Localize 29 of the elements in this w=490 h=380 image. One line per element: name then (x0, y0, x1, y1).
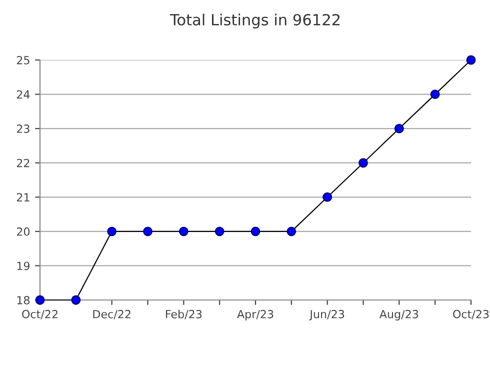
y-tick-label: 20 (16, 227, 30, 236)
point (178, 226, 188, 236)
y-tick-label: 21 (16, 193, 30, 202)
x-tick-label: Dec/22 (93, 310, 130, 320)
y-tick-label: 23 (16, 124, 30, 133)
x-tick-label: Jun/23 (309, 310, 344, 320)
chart-title: Total Listings in 96122 (170, 14, 340, 28)
y-tick-label: 24 (16, 90, 30, 99)
y-tick-label: 19 (17, 262, 30, 270)
y-tick-label: 22 (16, 158, 30, 168)
point (214, 226, 224, 236)
point (358, 158, 368, 168)
y-tick-label: 25 (16, 56, 30, 64)
point (71, 295, 81, 305)
point (322, 192, 332, 202)
x-tick-label: Feb/23 (166, 310, 202, 320)
point (250, 226, 260, 236)
x-tick-label: Oct/23 (453, 310, 489, 320)
x-tick-label: Oct/22 (22, 310, 58, 320)
point (35, 295, 45, 305)
point (286, 226, 296, 236)
point (143, 226, 152, 236)
x-tick-label: Aug/23 (379, 310, 418, 320)
point (466, 55, 476, 65)
point (430, 90, 440, 100)
point (107, 226, 117, 236)
y-tick-label: 18 (17, 296, 30, 304)
point (394, 124, 404, 134)
x-tick-label: Apr/23 (237, 310, 274, 320)
